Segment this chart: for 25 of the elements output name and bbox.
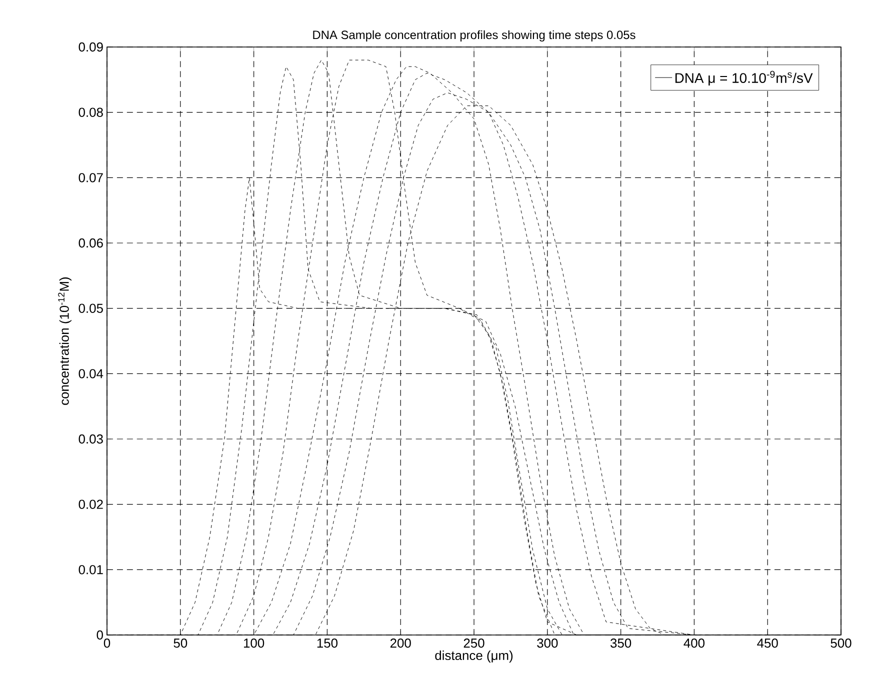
y-axis-title: concentration (10$^{-12}$M) bbox=[58, 277, 72, 405]
x-tick-label: 200 bbox=[390, 638, 411, 648]
x-tick-label: 300 bbox=[537, 638, 558, 648]
y-tick-label: 0.06 bbox=[78, 238, 103, 248]
y-tick-label: 0.01 bbox=[78, 565, 103, 574]
x-tick-label: 250 bbox=[464, 638, 484, 648]
x-tick-label: 0 bbox=[104, 638, 110, 648]
x-tick-label: 400 bbox=[684, 638, 705, 648]
y-tick-label: 0.02 bbox=[78, 500, 103, 509]
legend-label: DNA μ = 10.10$^{-9}$m$^{s}$/sV bbox=[675, 70, 813, 86]
y-tick-label: 0.04 bbox=[78, 369, 104, 378]
y-tick-label: 0 bbox=[96, 630, 103, 640]
x-tick-label: 500 bbox=[830, 638, 852, 648]
x-tick-label: 450 bbox=[757, 638, 778, 648]
y-tick-label: 0.09 bbox=[78, 42, 103, 52]
y-tick-label: 0.08 bbox=[78, 108, 103, 117]
y-tick-label: 0.05 bbox=[78, 304, 103, 313]
x-tick-label: 150 bbox=[317, 638, 338, 648]
y-tick-label: 0.07 bbox=[78, 173, 103, 182]
x-tick-label: 350 bbox=[610, 638, 632, 648]
chart-title: DNA Sample concentration profiles showing time steps 0.05s bbox=[313, 30, 636, 42]
x-tick-label: 100 bbox=[244, 638, 264, 648]
x-tick-label: 50 bbox=[174, 638, 188, 648]
x-axis-title: distance (μm) bbox=[435, 650, 513, 663]
y-tick-label: 0.03 bbox=[78, 434, 103, 444]
